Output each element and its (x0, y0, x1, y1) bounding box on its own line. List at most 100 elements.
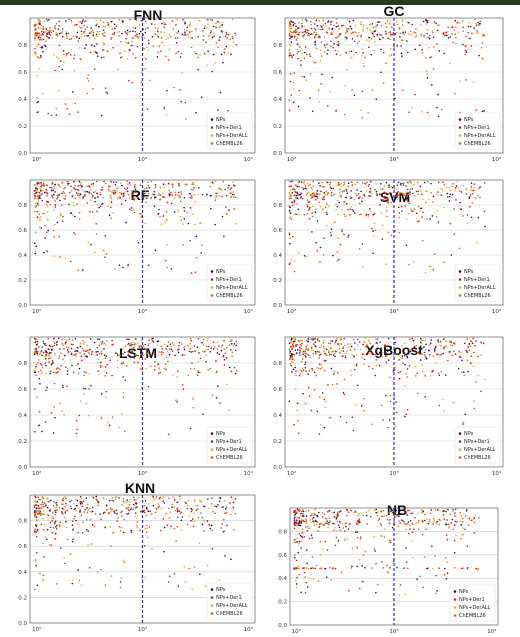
scatter-point (443, 410, 445, 412)
scatter-point (458, 350, 460, 353)
scatter-point (157, 507, 160, 509)
scatter-point (311, 512, 313, 515)
scatter-point (118, 19, 121, 21)
scatter-point (337, 34, 340, 37)
scatter-point (153, 360, 156, 363)
scatter-point (289, 242, 291, 245)
scatter-point (180, 519, 183, 522)
scatter-point (210, 31, 212, 34)
scatter-point (333, 370, 336, 373)
scatter-point (37, 100, 40, 103)
scatter-point (51, 37, 54, 39)
scatter-point (479, 22, 481, 25)
scatter-point (185, 29, 188, 32)
scatter-point (127, 354, 129, 356)
scatter-point (429, 218, 431, 220)
scatter-point (395, 21, 398, 23)
scatter-point (183, 346, 185, 349)
scatter-point (291, 360, 293, 363)
scatter-point (209, 527, 212, 530)
scatter-point (57, 337, 60, 340)
scatter-point (137, 37, 140, 39)
scatter-point (46, 500, 48, 503)
scatter-point (134, 191, 137, 193)
scatter-point (168, 33, 171, 36)
scatter-point (417, 519, 420, 522)
scatter-point (73, 180, 75, 183)
scatter-point (82, 339, 84, 342)
scatter-point (210, 30, 213, 32)
scatter-point (453, 566, 456, 569)
scatter-point (230, 496, 233, 499)
scatter-point (308, 201, 310, 204)
scatter-point (352, 429, 355, 432)
scatter-point (375, 190, 378, 193)
scatter-point (209, 350, 212, 353)
scatter-point (393, 355, 395, 358)
scatter-point (229, 349, 232, 351)
scatter-point (116, 366, 119, 369)
scatter-point (433, 519, 436, 522)
scatter-point (347, 27, 349, 30)
scatter-point (292, 188, 294, 190)
scatter-point (93, 68, 96, 70)
scatter-point (186, 523, 189, 526)
scatter-point (44, 45, 47, 48)
scatter-point (400, 191, 402, 194)
scatter-point (220, 24, 222, 27)
scatter-point (226, 524, 228, 527)
scatter-point (107, 21, 109, 24)
scatter-point (317, 36, 320, 38)
scatter-point (112, 532, 115, 534)
scatter-point (373, 41, 376, 43)
scatter-point (121, 55, 123, 58)
scatter-point (314, 29, 317, 31)
scatter-point (33, 197, 36, 200)
scatter-point (194, 271, 197, 273)
scatter-point (98, 33, 101, 36)
legend-box (454, 264, 501, 302)
scatter-point (460, 567, 463, 570)
scatter-point (147, 510, 150, 513)
scatter-point (303, 349, 305, 352)
scatter-point (324, 540, 327, 543)
scatter-point (339, 339, 342, 341)
scatter-point (300, 59, 302, 62)
scatter-point (412, 260, 415, 263)
scatter-point (36, 45, 38, 48)
scatter-point (52, 30, 55, 32)
scatter-point (323, 426, 326, 429)
scatter-point (345, 52, 348, 54)
scatter-point (62, 386, 64, 389)
scatter-point (338, 258, 340, 261)
scatter-point (471, 342, 474, 344)
scatter-point (206, 339, 209, 342)
scatter-point (37, 362, 39, 364)
scatter-point (288, 185, 291, 188)
scatter-point (333, 516, 336, 518)
scatter-point (138, 32, 141, 35)
scatter-point (301, 339, 304, 342)
scatter-point (470, 45, 473, 47)
scatter-point (440, 353, 443, 356)
scatter-point (126, 187, 129, 189)
scatter-point (207, 498, 209, 501)
scatter-point (338, 184, 341, 186)
scatter-point (293, 511, 296, 513)
scatter-point (199, 573, 201, 576)
scatter-point (49, 521, 52, 524)
scatter-point (98, 352, 100, 355)
scatter-point (298, 573, 301, 576)
scatter-point (190, 510, 193, 513)
scatter-point (299, 46, 301, 48)
legend-marker (210, 118, 214, 121)
scatter-point (37, 36, 40, 39)
scatter-point (35, 191, 38, 194)
scatter-point (228, 344, 231, 346)
scatter-point (329, 567, 331, 569)
scatter-point (106, 363, 108, 366)
scatter-point (65, 341, 67, 343)
scatter-point (324, 400, 327, 403)
scatter-point (148, 526, 151, 528)
scatter-point (381, 224, 384, 227)
